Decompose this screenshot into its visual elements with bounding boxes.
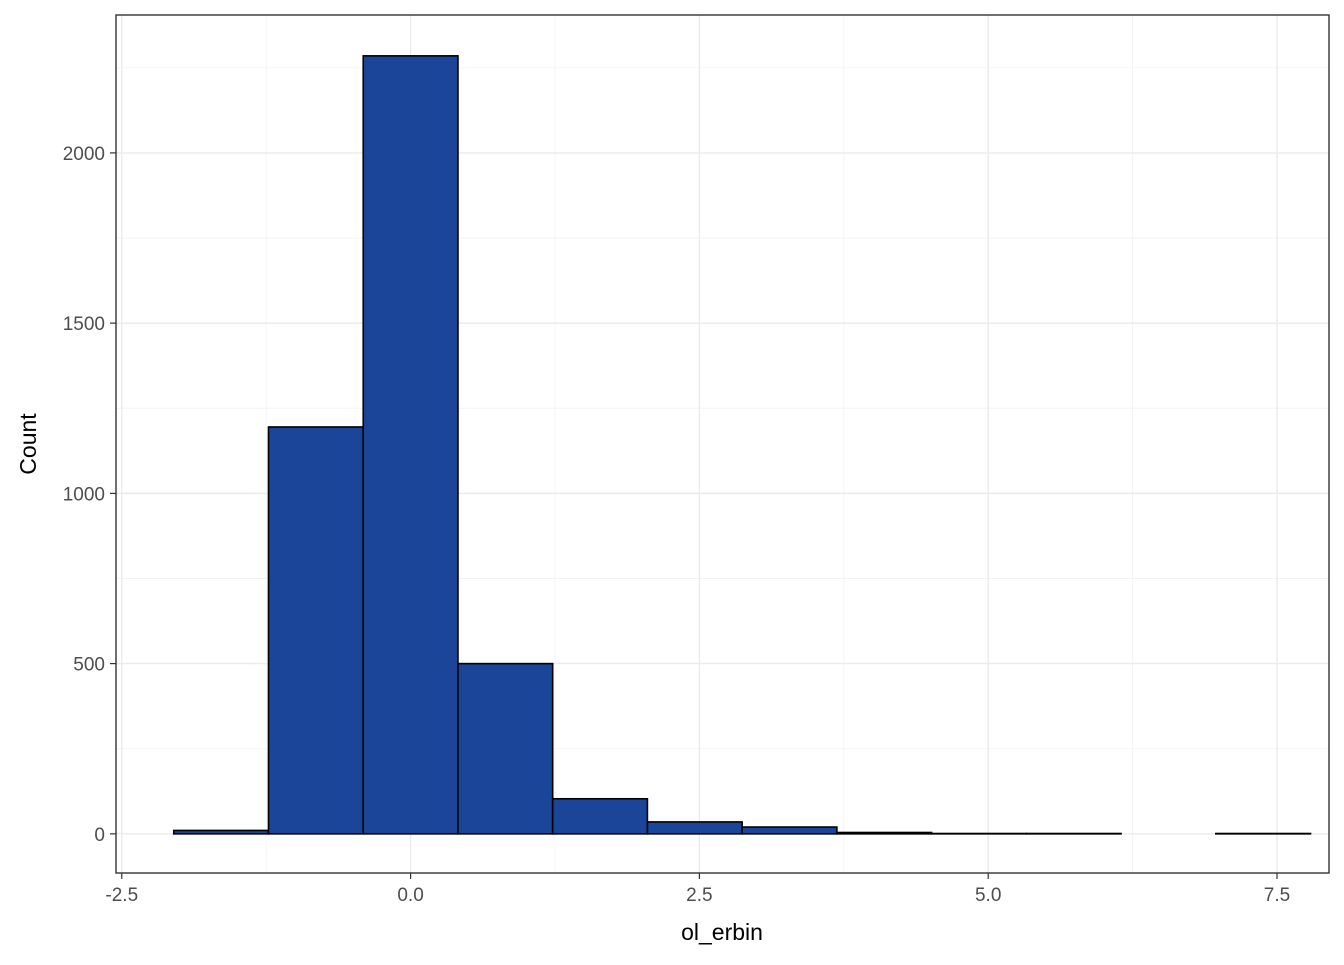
x-tick-label: 0.0	[397, 885, 423, 906]
histogram-bar-4	[458, 664, 553, 834]
y-tick-label: 0	[94, 825, 105, 846]
x-tick-label: 2.5	[686, 885, 712, 906]
histogram-bar-5	[553, 799, 648, 834]
histogram-bar-8	[837, 832, 932, 833]
x-axis-title: ol_erbin	[681, 919, 763, 945]
histogram-bar-3	[363, 56, 458, 834]
x-tick-label: -2.5	[105, 885, 138, 906]
histogram-bar-1	[174, 830, 269, 833]
y-tick-label: 2000	[63, 144, 105, 165]
y-tick-label: 500	[73, 655, 105, 676]
y-tick-label: 1500	[63, 314, 105, 335]
histogram-bar-6	[647, 822, 742, 834]
y-tick-label: 1000	[63, 484, 105, 505]
x-tick-label: 5.0	[975, 885, 1001, 906]
histogram-bar-7	[742, 827, 837, 834]
x-tick-label: 7.5	[1264, 885, 1290, 906]
histogram-bar-2	[268, 427, 363, 834]
y-axis-title: Count	[15, 413, 41, 475]
